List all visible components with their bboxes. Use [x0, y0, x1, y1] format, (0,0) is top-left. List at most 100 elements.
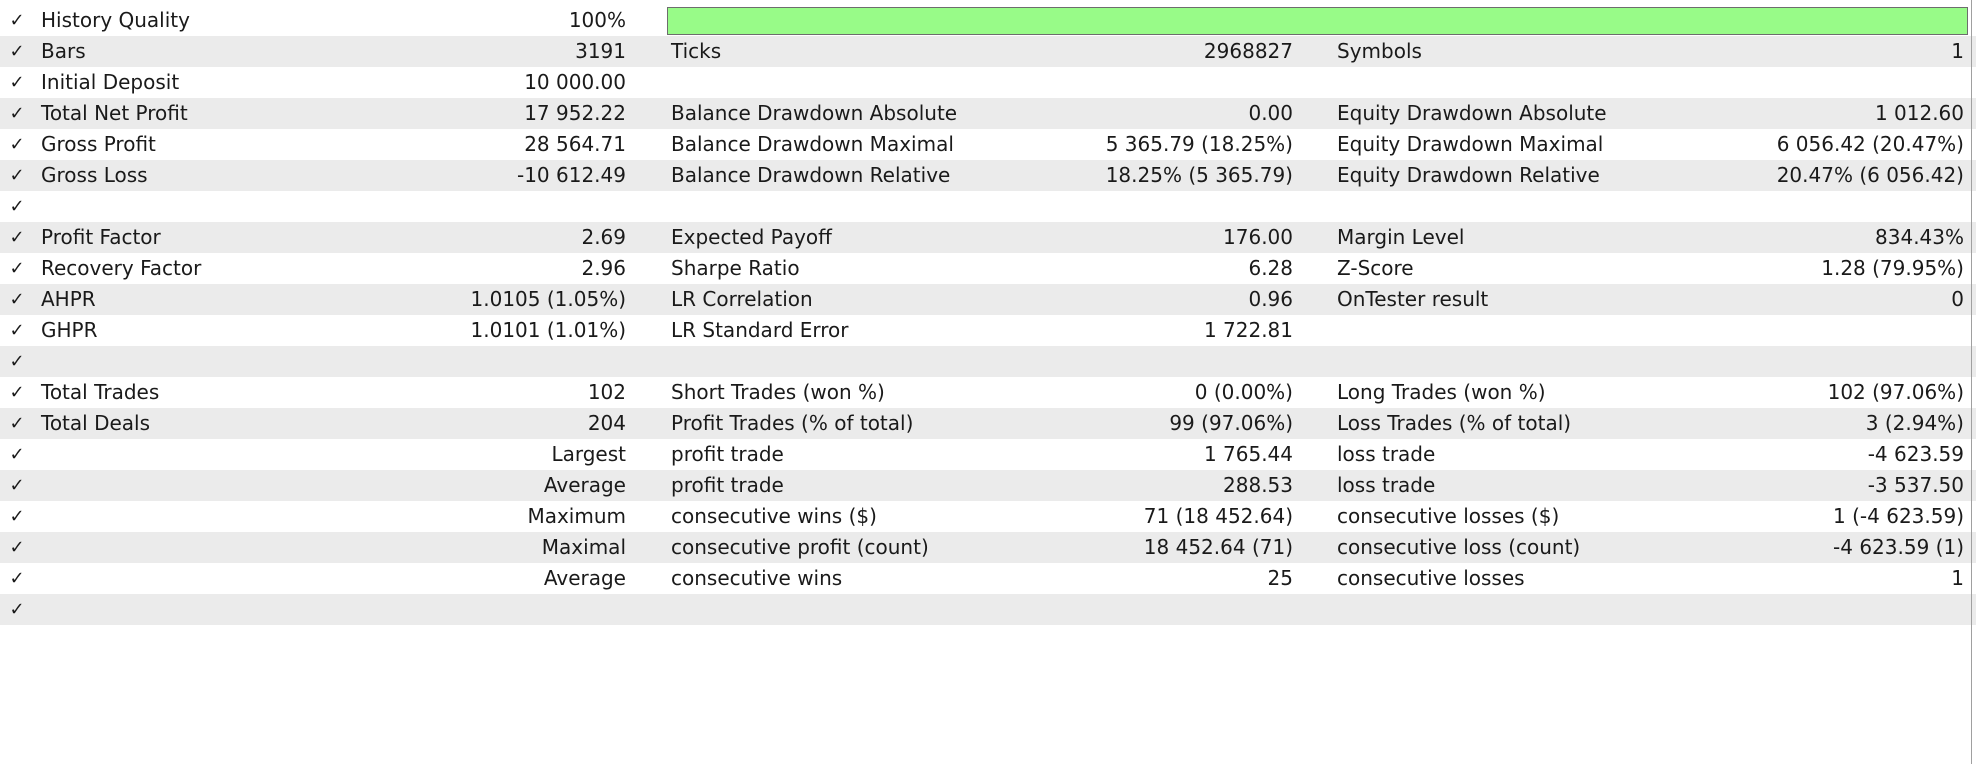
scrollbar-divider: [1971, 0, 1972, 764]
check-icon[interactable]: ✓: [9, 134, 25, 155]
check-icon[interactable]: ✓: [9, 289, 25, 310]
label-col3: loss trade: [1337, 473, 1436, 497]
report-row: ✓ Maximum consecutive wins ($) 71 (18 452.6…: [0, 501, 1976, 532]
label-col3: consecutive losses ($): [1337, 504, 1560, 528]
value-col2: 2968827: [1203, 39, 1293, 63]
report-row: ✓ Recovery Factor 2.96 Sharpe Ratio 6.28 Z-Sc…: [0, 253, 1976, 284]
label-col3: Symbols: [1337, 39, 1422, 63]
value-col2: 288.53: [1223, 473, 1293, 497]
label-col1: Total Trades: [41, 380, 160, 404]
report-row: ✓ Bars 3191 Ticks 2968827 Symbols 1: [0, 36, 1976, 67]
label-col1: Gross Profit: [41, 132, 156, 156]
report-row: ✓ Total Trades 102 Short Trades (won %) 0 (0…: [0, 377, 1976, 408]
value-col1: Maximum: [527, 504, 626, 528]
label-col2: profit trade: [671, 442, 784, 466]
check-icon[interactable]: ✓: [9, 196, 25, 217]
check-icon[interactable]: ✓: [9, 599, 25, 620]
value-col2: 71 (18 452.64): [1143, 504, 1293, 528]
value-col2: 1 765.44: [1203, 442, 1293, 466]
report-row: ✓ AHPR 1.0105 (1.05%) LR Correlation 0.96 OnT…: [0, 284, 1976, 315]
label-col2: Balance Drawdown Maximal: [671, 132, 954, 156]
value-col3: 1: [1951, 39, 1964, 63]
value-col2: 18.25% (5 365.79): [1105, 163, 1293, 187]
label-col1: AHPR: [41, 287, 96, 311]
label-col3: Equity Drawdown Absolute: [1337, 101, 1607, 125]
value-col2: 18 452.64 (71): [1143, 535, 1293, 559]
check-icon[interactable]: ✓: [9, 506, 25, 527]
value-col3: 1: [1951, 566, 1964, 590]
value-col2: 176.00: [1223, 225, 1293, 249]
report-row: ✓: [0, 346, 1976, 377]
label-col2: LR Standard Error: [671, 318, 849, 342]
value-col1: 3191: [575, 39, 626, 63]
value-col1: Average: [543, 473, 626, 497]
report-row: ✓: [0, 594, 1976, 625]
value-col1: 2.96: [581, 256, 626, 280]
report-row: ✓ Maximal consecutive profit (count) 18 452…: [0, 532, 1976, 563]
value-col1: 1.0101 (1.01%): [470, 318, 626, 342]
label-col1: Gross Loss: [41, 163, 148, 187]
check-icon[interactable]: ✓: [9, 382, 25, 403]
label-col1: Initial Deposit: [41, 70, 180, 94]
label-col2: consecutive wins ($): [671, 504, 877, 528]
check-icon[interactable]: ✓: [9, 72, 25, 93]
value-col1: -10 612.49: [516, 163, 626, 187]
value-col1: 102: [587, 380, 626, 404]
report-row: ✓ Initial Deposit 10 000.00: [0, 67, 1976, 98]
value-col1: 17 952.22: [524, 101, 626, 125]
check-icon[interactable]: ✓: [9, 258, 25, 279]
report-row: ✓ Largest profit trade 1 765.44 loss trade -4…: [0, 439, 1976, 470]
value-col3: 20.47% (6 056.42): [1776, 163, 1964, 187]
value-col1: 28 564.71: [524, 132, 626, 156]
label-col2: Ticks: [671, 39, 722, 63]
value-col2: 1 722.81: [1203, 318, 1293, 342]
label-col3: Z-Score: [1337, 256, 1414, 280]
check-icon[interactable]: ✓: [9, 413, 25, 434]
check-icon[interactable]: ✓: [9, 351, 25, 372]
report-row: ✓: [0, 191, 1976, 222]
report-row-history-quality: ✓ History Quality 100%: [0, 5, 1976, 36]
label-col2: Profit Trades (% of total): [671, 411, 914, 435]
value-col1: 204: [587, 411, 626, 435]
check-icon[interactable]: ✓: [9, 568, 25, 589]
label-col1: Total Deals: [41, 411, 151, 435]
label-col3: consecutive losses: [1337, 566, 1525, 590]
history-quality-bar: [667, 7, 1968, 35]
label-col2: consecutive wins: [671, 566, 843, 590]
report-row: ✓ Total Net Profit 17 952.22 Balance Drawdo…: [0, 98, 1976, 129]
value-col1: Maximal: [541, 535, 626, 559]
value-col1: Average: [543, 566, 626, 590]
value-col3: -3 537.50: [1867, 473, 1964, 497]
label-col3: consecutive loss (count): [1337, 535, 1581, 559]
check-icon[interactable]: ✓: [9, 41, 25, 62]
label-col3: OnTester result: [1337, 287, 1489, 311]
report-row: ✓ Average consecutive wins 25 consecutive lo…: [0, 563, 1976, 594]
history-quality-bar-fill: [668, 8, 1967, 34]
report-row: ✓ Total Deals 204 Profit Trades (% of total…: [0, 408, 1976, 439]
check-icon[interactable]: ✓: [9, 475, 25, 496]
check-icon[interactable]: ✓: [9, 444, 25, 465]
history-quality-label: History Quality: [41, 8, 190, 32]
label-col1: Bars: [41, 39, 86, 63]
check-icon[interactable]: ✓: [9, 165, 25, 186]
label-col2: Sharpe Ratio: [671, 256, 800, 280]
check-icon[interactable]: ✓: [9, 10, 25, 31]
label-col2: Expected Payoff: [671, 225, 832, 249]
value-col2: 6.28: [1248, 256, 1293, 280]
label-col1: Total Net Profit: [41, 101, 188, 125]
value-col3: -4 623.59: [1867, 442, 1964, 466]
label-col2: Short Trades (won %): [671, 380, 885, 404]
check-icon[interactable]: ✓: [9, 320, 25, 341]
value-col2: 99 (97.06%): [1169, 411, 1293, 435]
value-col3: 6 056.42 (20.47%): [1776, 132, 1964, 156]
report-row: ✓ Gross Loss -10 612.49 Balance Drawdown Re…: [0, 160, 1976, 191]
check-icon[interactable]: ✓: [9, 537, 25, 558]
label-col2: LR Correlation: [671, 287, 813, 311]
value-col3: 3 (2.94%): [1865, 411, 1964, 435]
check-icon[interactable]: ✓: [9, 227, 25, 248]
check-icon[interactable]: ✓: [9, 103, 25, 124]
value-col3: -4 623.59 (1): [1833, 535, 1964, 559]
value-col3: 1 (-4 623.59): [1833, 504, 1964, 528]
label-col2: profit trade: [671, 473, 784, 497]
